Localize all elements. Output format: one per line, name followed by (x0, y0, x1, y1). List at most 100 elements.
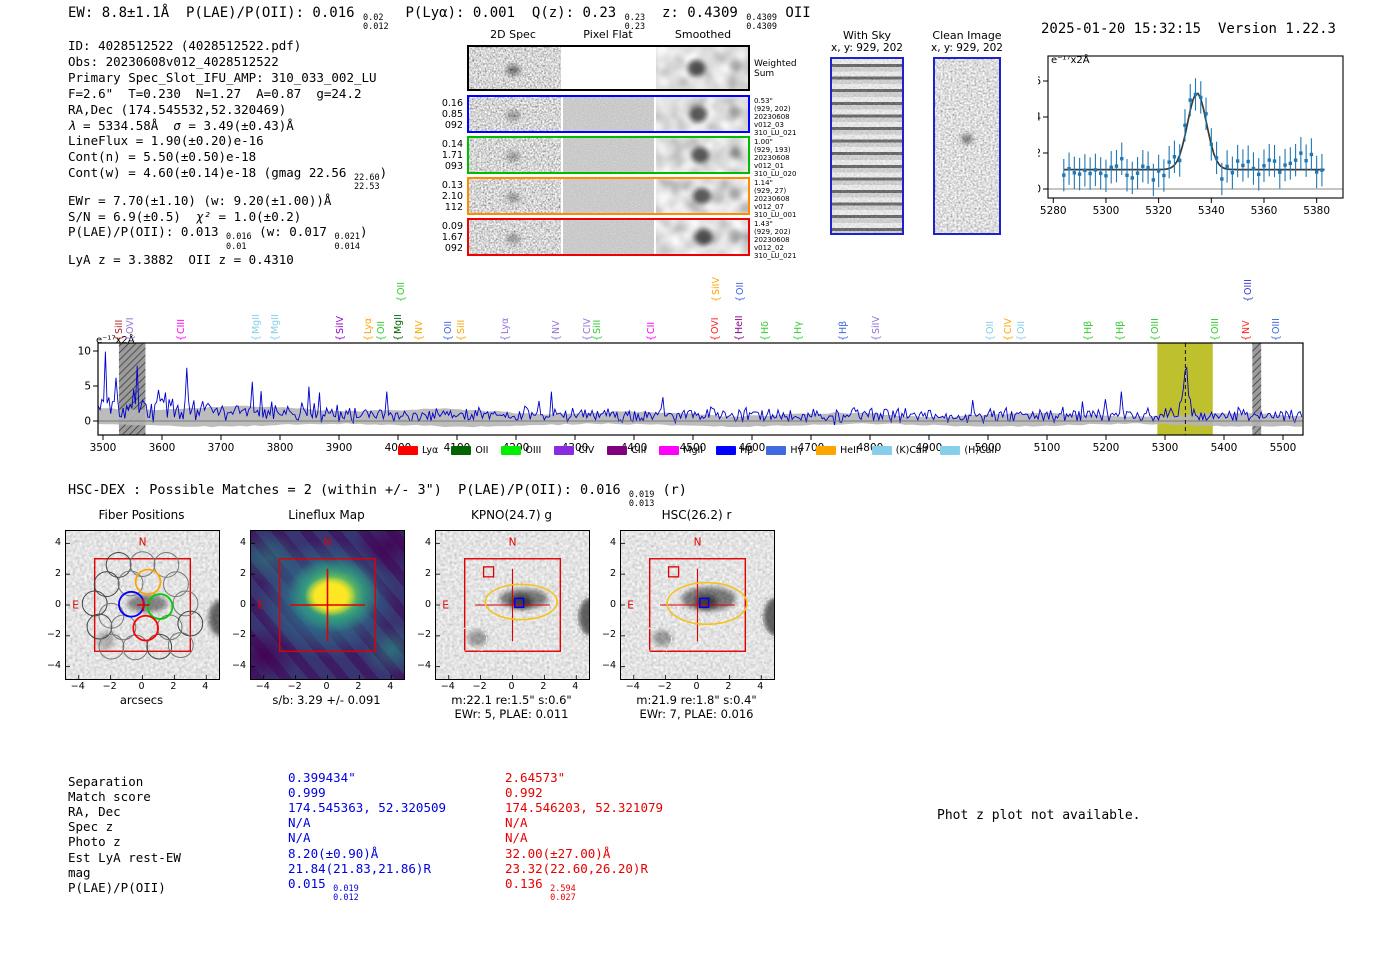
spec2d-cell-smoothed (656, 138, 749, 172)
svg-text:5: 5 (84, 381, 91, 393)
svg-text:5340: 5340 (1198, 205, 1225, 217)
noise-image (562, 138, 655, 172)
legend-item: Hγ (766, 445, 803, 456)
emission-line-label: { Hγ (793, 321, 804, 341)
spec2d-cell-pixel-flat (562, 47, 655, 89)
spec2d-cell-smoothed (656, 179, 749, 213)
match-row-label: RA, Dec (68, 804, 121, 820)
match-value-col1: N/A (288, 830, 311, 846)
cutout-ytick-label: −2 (416, 629, 431, 641)
legend-swatch (716, 445, 737, 456)
emission-line-label: { OII (443, 320, 454, 341)
svg-text:3600: 3600 (149, 442, 176, 454)
cleanimage-coords: x, y: 929, 202 (931, 42, 1003, 54)
spec2d-cutout-rows: Weighted Sum 0.16 0.85 092 0.53" (929, 202) 202… (438, 45, 797, 275)
emission-line-label: { SiII (114, 319, 125, 341)
legend-label: Hγ (790, 445, 804, 456)
stacked-uncertainty: 0.021 0.014 (334, 232, 361, 252)
info-line: LineFlux = 1.90(±0.20)e-16 (68, 133, 264, 149)
fiber-weight-value: 0.16 (441, 98, 463, 109)
spec2d-annotation: v012_02 (754, 244, 784, 252)
spec2d-annotation: 0.53" (754, 97, 773, 105)
svg-text:6: 6 (1038, 76, 1041, 88)
cutout-title-1: Lineflux Map (288, 508, 365, 522)
svg-text:E: E (72, 600, 79, 612)
match-row-label: Est LyA rest-EW (68, 849, 181, 865)
match-value-col1: 0.999 (288, 785, 326, 801)
spec2d-left-labels: 0.13 2.10 112 (438, 180, 463, 213)
stacked-uncertainty: 0.23 0.23 (624, 13, 646, 33)
match-value-col2: 32.00(±27.00)Å (505, 845, 611, 861)
cutout-xtick-label: −4 (70, 681, 85, 692)
fiber-weight-value: 093 (444, 161, 463, 172)
legend-label: (H)CaII (964, 445, 998, 456)
spec2d-right-labels: 1.43" (929, 202) 20230608 v012_02 310_LU_021 (754, 220, 796, 260)
cutout-title-3: HSC(26.2) r (661, 508, 732, 522)
info-line: λ = 5334.58Å σ = 3.49(±0.43)Å (68, 117, 294, 133)
match-row-label: Spec z (68, 819, 114, 835)
info-line: EWr = 7.70(±1.10) (w: 9.20(±1.00))Å (68, 192, 332, 208)
cutout-caption: EWr: 5, PLAE: 0.011 (454, 707, 569, 721)
legend-item: (K)CaII (871, 445, 928, 456)
svg-text:5500: 5500 (1270, 442, 1297, 454)
legend-item: OIII (501, 445, 541, 456)
legend-swatch (766, 445, 787, 456)
fiber-weight-value: 2.10 (441, 191, 463, 202)
emission-line-label: { SiII (456, 319, 467, 341)
legend-swatch (871, 445, 892, 456)
cutout-ytick-label: 2 (424, 567, 431, 579)
cutout-ytick-label: −2 (601, 629, 616, 641)
emission-line-label: { NV (414, 320, 425, 341)
legend-label: OII (475, 445, 489, 456)
legend-item: (H)CaII (940, 445, 997, 456)
spec2d-left-labels: 0.09 1.67 092 (438, 221, 463, 254)
info-line: Cont(w) = 4.60(±0.14)e-18 (gmag 22.56 22… (68, 165, 388, 193)
legend-label: Hβ (740, 445, 754, 456)
spec2d-row (467, 136, 750, 174)
noise-image (469, 138, 561, 172)
svg-text:5360: 5360 (1251, 205, 1278, 217)
svg-text:0: 0 (1038, 184, 1041, 196)
stacked-uncertainty: 0.019 0.012 (333, 883, 359, 903)
svg-text:5380: 5380 (1303, 205, 1330, 217)
emission-line-label: { SiIV (711, 277, 722, 302)
svg-text:N: N (509, 537, 517, 549)
fiber-weight-value: 092 (444, 120, 463, 131)
emission-line-label: { OIII (1243, 279, 1254, 302)
noise-image (656, 179, 749, 213)
emission-line-label: { OVI (125, 317, 136, 341)
noise-image (832, 59, 902, 233)
legend-swatch (501, 445, 522, 456)
match-value-col2: 174.546203, 52.321079 (505, 800, 664, 816)
legend-label: (K)CaII (895, 445, 928, 456)
withsky-image (830, 57, 904, 235)
emission-line-label: { MgII (251, 314, 262, 341)
stacked-uncertainty: 0.019 0.013 (628, 490, 655, 510)
svg-text:E: E (627, 600, 634, 612)
cutout-ytick-label: 0 (609, 598, 616, 610)
svg-text:4500: 4500 (680, 442, 707, 454)
match-row-label: P(LAE)/P(OII) (68, 879, 166, 895)
svg-text:3700: 3700 (208, 442, 235, 454)
cutout-xtick-label: −4 (625, 681, 640, 692)
cutout-xtick-label: 2 (540, 681, 547, 692)
cutout-xtick-label: 2 (355, 681, 362, 692)
spec2d-annotation: 1.00" (754, 138, 773, 146)
legend-item: HeII (816, 445, 859, 456)
timestamp-version: 2025-01-20 15:32:15 Version 1.22.3 (1007, 5, 1336, 53)
catalog-match-table: Separation Match score RA, Dec Spec z Photo … (68, 770, 868, 910)
noise-image (935, 59, 999, 233)
spec2d-cell-smoothed (656, 220, 749, 254)
spec2d-annotation: (929, 27) (754, 187, 787, 195)
legend-label: MgII (683, 445, 704, 456)
emission-line-label: { OII (376, 320, 387, 341)
emission-line-label: { NV (1241, 320, 1252, 341)
svg-text:3500: 3500 (90, 442, 117, 454)
cutout-xtick-label: −2 (657, 681, 672, 692)
cutout-ytick-label: −2 (231, 629, 246, 641)
match-row-label: Photo z (68, 834, 121, 850)
cutout-caption: s/b: 3.29 +/- 0.091 (272, 693, 381, 707)
noise-image (469, 97, 561, 131)
